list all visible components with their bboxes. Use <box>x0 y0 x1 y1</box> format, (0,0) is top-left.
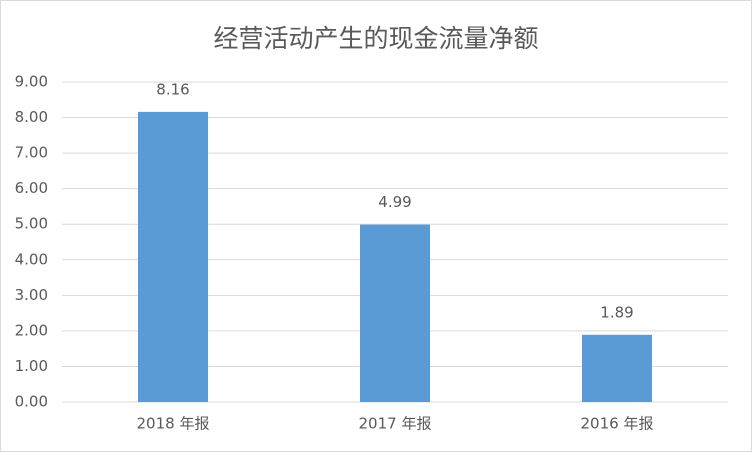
data-label: 4.99 <box>378 193 411 211</box>
y-tick-label: 4.00 <box>15 250 48 268</box>
data-label: 8.16 <box>156 80 189 98</box>
bar <box>360 224 430 402</box>
y-tick-label: 9.00 <box>15 73 48 91</box>
x-tick-label: 2017 年报 <box>359 415 432 433</box>
y-tick-label: 0.00 <box>15 393 48 411</box>
y-tick-label: 8.00 <box>15 108 48 126</box>
y-tick-label: 1.00 <box>15 357 48 375</box>
y-tick-label: 6.00 <box>15 179 48 197</box>
y-tick-label: 5.00 <box>15 215 48 233</box>
bar <box>138 111 208 402</box>
x-tick-label: 2018 年报 <box>137 415 210 433</box>
chart-title: 经营活动产生的现金流量净额 <box>213 24 538 53</box>
y-tick-label: 3.00 <box>15 286 48 304</box>
bar <box>582 334 652 402</box>
y-tick-label: 7.00 <box>15 144 48 162</box>
y-tick-label: 2.00 <box>15 321 48 339</box>
data-label: 1.89 <box>600 303 633 321</box>
x-tick-label: 2016 年报 <box>581 415 654 433</box>
